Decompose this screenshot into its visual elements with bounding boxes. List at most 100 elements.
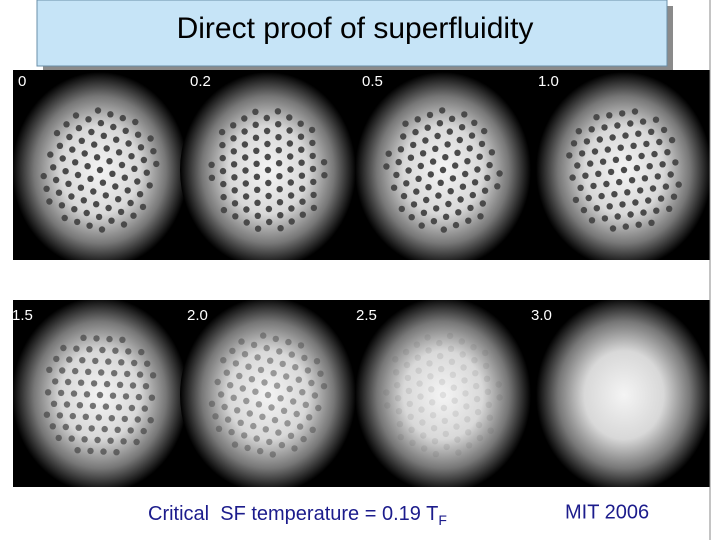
vortex: [215, 425, 223, 432]
vortex: [261, 379, 268, 386]
vortex: [424, 334, 431, 341]
vortex: [403, 180, 410, 187]
vortex: [627, 120, 634, 127]
vortex: [129, 382, 137, 389]
vortex: [127, 199, 134, 207]
vortex: [574, 162, 581, 169]
vortex: [286, 114, 293, 121]
vortex: [90, 380, 98, 387]
vortex: [55, 189, 63, 196]
vortex: [92, 357, 99, 365]
vortex: [439, 107, 446, 114]
vortex: [212, 413, 219, 420]
vortex: [267, 357, 274, 364]
vortex: [313, 358, 321, 365]
vortex: [134, 131, 142, 138]
vortex: [52, 176, 60, 184]
vortex: [446, 128, 453, 135]
vortex: [321, 172, 328, 179]
vortex: [244, 444, 251, 452]
vortex: [265, 192, 272, 200]
vortex: [435, 192, 442, 199]
vortex: [230, 148, 237, 155]
vortex: [438, 365, 445, 373]
vortex: [138, 348, 145, 356]
vortex: [397, 146, 405, 153]
vortex: [266, 438, 273, 446]
vortex: [420, 432, 427, 439]
vortex: [146, 182, 153, 189]
cloud-panel: [536, 300, 710, 487]
vortex: [410, 201, 418, 208]
vortex: [609, 134, 616, 141]
vortex: [137, 144, 145, 151]
vortex: [122, 393, 130, 400]
vortex: [263, 127, 271, 135]
vortex: [430, 425, 438, 432]
vortex: [100, 448, 107, 455]
vortex: [127, 427, 134, 434]
vortex: [622, 132, 629, 139]
vortex: [317, 370, 324, 377]
vortex: [475, 421, 483, 429]
vortex: [622, 223, 629, 230]
vortex: [675, 181, 682, 188]
vortex: [414, 354, 421, 361]
vortex: [113, 136, 120, 143]
vortex: [223, 369, 230, 376]
vortex: [418, 222, 425, 229]
vortex: [72, 367, 79, 375]
vortex: [272, 335, 279, 343]
vortex: [612, 156, 620, 163]
vortex: [139, 203, 147, 211]
vortex: [50, 164, 57, 171]
vortex: [619, 201, 626, 208]
vortex: [609, 225, 617, 232]
vortex: [149, 372, 157, 379]
vortex: [276, 348, 283, 355]
vortex: [299, 185, 306, 192]
vortex: [430, 218, 438, 225]
caption-text: Critical SF temperature = 0.19 T: [148, 503, 438, 525]
vortex: [254, 225, 262, 232]
vortex: [85, 116, 92, 123]
vortex: [436, 120, 444, 127]
vortex: [109, 170, 116, 177]
vortex: [648, 219, 655, 226]
vortex: [473, 395, 481, 403]
vortex: [257, 447, 264, 455]
vortex: [448, 115, 456, 123]
vortex: [59, 155, 66, 162]
vortex: [467, 204, 474, 212]
vortex: [471, 357, 478, 364]
vortex: [98, 226, 106, 233]
vortex: [443, 443, 450, 451]
vortex: [641, 175, 649, 182]
vortex: [219, 141, 226, 149]
vortex: [106, 335, 113, 343]
vortex: [271, 416, 279, 424]
atom-cloud: [13, 72, 188, 260]
vortex: [150, 148, 157, 155]
vortex: [140, 156, 148, 164]
vortex: [481, 127, 488, 135]
vortex: [290, 398, 297, 405]
vortex: [88, 128, 95, 136]
vortex: [410, 141, 417, 149]
vortex: [275, 160, 283, 167]
vortex: [83, 391, 91, 398]
vortex: [463, 403, 470, 410]
vortex: [287, 432, 295, 439]
vortex: [402, 348, 410, 356]
vortex: [70, 390, 78, 397]
vortex: [264, 140, 271, 148]
vortex: [68, 193, 75, 200]
vortex: [287, 192, 295, 199]
caption: Critical SF temperature = 0.19 TF: [148, 503, 447, 527]
vortex: [264, 391, 272, 399]
vortex: [455, 449, 462, 456]
atom-cloud: [536, 300, 710, 487]
vortex: [220, 180, 227, 188]
vortex: [425, 184, 432, 191]
vortex: [395, 408, 403, 415]
